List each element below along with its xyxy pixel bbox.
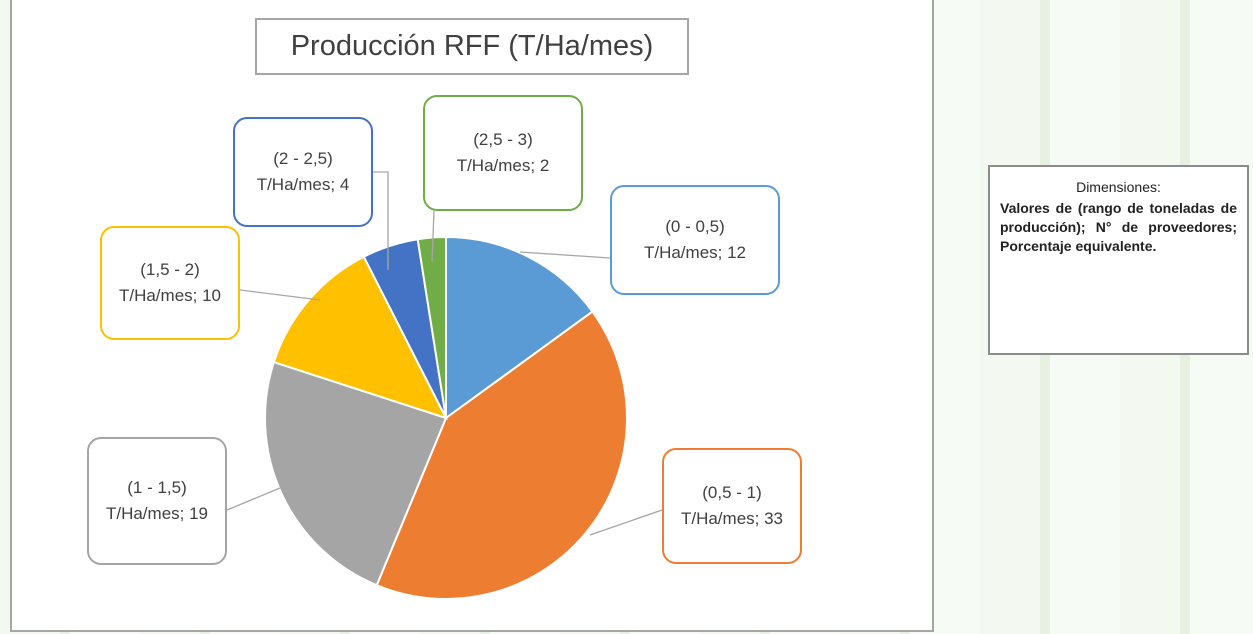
data-label: (1 - 1,5) T/Ha/mes; 19	[87, 437, 227, 565]
pie-slice	[416, 235, 447, 419]
leader-line	[519, 251, 611, 259]
leader-line	[589, 509, 663, 536]
pie-slice	[445, 235, 594, 420]
leader-line	[226, 487, 281, 511]
note-text: Valores de (rango de toneladas de produc…	[1000, 200, 1237, 254]
chart-title: Producción RFF (T/Ha/mes)	[255, 18, 689, 75]
data-label: (0,5 - 1) T/Ha/mes; 33	[662, 448, 802, 564]
pie-slice	[272, 255, 448, 420]
data-label: (2 - 2,5) T/Ha/mes; 4	[233, 117, 373, 227]
data-label: (0 - 0,5) T/Ha/mes; 12	[610, 185, 780, 295]
data-label: (1,5 - 2) T/Ha/mes; 10	[100, 226, 240, 340]
leader-line	[431, 210, 435, 263]
pie-slice	[264, 360, 448, 587]
leader-line	[239, 289, 321, 301]
pie-slice	[375, 310, 628, 600]
note-title: Dimensiones:	[1076, 179, 1161, 195]
side-note: Dimensiones: Valores de (rango de tonela…	[988, 165, 1249, 355]
leader-line	[373, 171, 389, 270]
data-label: (2,5 - 3) T/Ha/mes; 2	[423, 95, 583, 211]
